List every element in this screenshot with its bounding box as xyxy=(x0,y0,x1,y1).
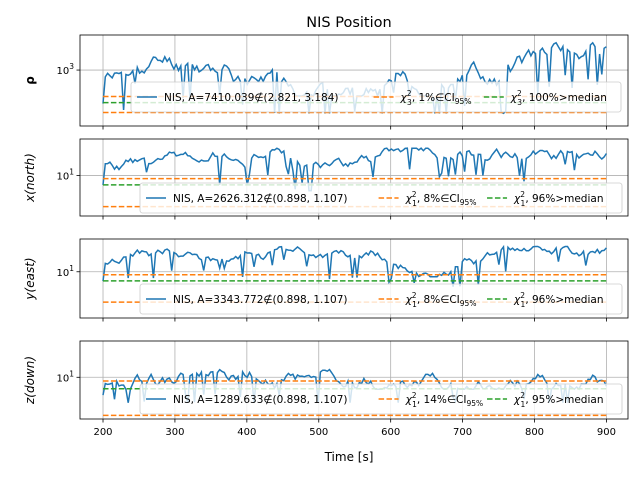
legend-ci-label: χ2 3, 1%∈CI95% xyxy=(400,89,472,107)
legend-ci-text: , 14%∈CI xyxy=(417,394,467,406)
legend-median-chi: χ xyxy=(513,294,521,306)
axes-frame xyxy=(79,34,629,127)
y-tick-base: 10 xyxy=(56,172,69,183)
legend-nis-label: NIS, A=2626.312∉(0.898, 1.107) xyxy=(173,193,348,205)
axes-frame xyxy=(79,238,629,319)
legend-ci-ci-sub: 95% xyxy=(460,299,477,308)
y-axis-label: x(north) xyxy=(23,153,37,203)
legend-median-sup: 2 xyxy=(520,291,525,300)
legend-median-label: χ2 1, 96%>median xyxy=(513,190,603,208)
x-tick-label: 200 xyxy=(93,427,112,438)
legend-median-sub: 1 xyxy=(521,400,526,409)
legend-ci-chi: χ xyxy=(405,394,413,406)
y-tick-base: 10 xyxy=(56,373,69,384)
y-tick-base: 10 xyxy=(56,268,69,279)
legend-median-sub: 1 xyxy=(521,300,526,309)
legend-ci-sub: 1 xyxy=(412,300,417,309)
y-tick-label: 103 xyxy=(56,62,74,77)
legend-ci-text: , 8%∈CI xyxy=(417,193,460,205)
y-tick-label: 101 xyxy=(56,369,74,384)
legend-ci-ci-sub: 95% xyxy=(466,399,483,408)
legend-ci-ci-sub: 95% xyxy=(460,198,477,207)
legend: NIS, A=2626.312∉(0.898, 1.107) χ2 1, 8%∈CI… xyxy=(139,182,623,214)
x-tick-label: 400 xyxy=(237,427,256,438)
y-tick-exponent: 1 xyxy=(69,369,74,378)
legend-median-text: , 96%>median xyxy=(525,294,603,306)
legend-median-label: χ2 3, 100%>median xyxy=(510,89,607,107)
legend-ci-chi: χ xyxy=(405,294,413,306)
legend-nis-label: NIS, A=7410.039∉(2.821, 3.184) xyxy=(164,92,339,104)
legend-ci-sub: 1 xyxy=(412,400,417,409)
legend-nis-label: NIS, A=1289.633∉(0.898, 1.107) xyxy=(173,394,348,406)
legend-ci-label: χ2 1, 8%∈CI95% xyxy=(405,291,477,309)
legend-median-text: , 95%>median xyxy=(525,394,603,406)
legend-ci-sub: 1 xyxy=(412,199,417,208)
x-tick-label: 500 xyxy=(309,427,328,438)
legend-ci-label: χ2 1, 8%∈CI95% xyxy=(405,190,477,208)
legend-ci-text: , 1%∈CI xyxy=(412,92,455,104)
x-tick-label: 700 xyxy=(453,427,472,438)
nis-series-line xyxy=(102,244,607,287)
x-axis-ticks: 200 300 400 500 600 700 800 900 xyxy=(93,427,616,438)
y-axis-label: z(down) xyxy=(23,356,37,405)
x-axis-label: Time [s] xyxy=(324,450,374,464)
legend-median-label: χ2 1, 95%>median xyxy=(513,391,603,409)
legend-median-chi: χ xyxy=(513,394,521,406)
y-tick-base: 10 xyxy=(56,66,69,77)
x-tick-label: 800 xyxy=(525,427,544,438)
x-tick-label: 600 xyxy=(381,427,400,438)
y-tick-exponent: 1 xyxy=(69,264,74,273)
y-tick-exponent: 1 xyxy=(69,168,74,177)
x-tick-label: 300 xyxy=(165,427,184,438)
legend-median-sup: 2 xyxy=(520,391,525,400)
y-axis-label: ρ xyxy=(23,76,37,85)
legend-ci-sup: 2 xyxy=(412,190,417,199)
legend: NIS, A=7410.039∉(2.821, 3.184) χ2 3, 1%∈CI… xyxy=(130,81,622,113)
y-tick-exponent: 3 xyxy=(69,62,74,71)
legend-ci-ci-sub: 95% xyxy=(455,97,472,106)
legend: NIS, A=3343.772∉(0.898, 1.107) χ2 1, 8%∈CI… xyxy=(139,283,623,315)
legend: NIS, A=1289.633∉(0.898, 1.107) χ2 1, 14%∈C… xyxy=(139,383,623,415)
legend-median-chi: χ xyxy=(510,92,518,104)
legend-ci-text: , 8%∈CI xyxy=(417,294,460,306)
legend-median-text: , 96%>median xyxy=(525,193,603,205)
legend-ci-sup: 2 xyxy=(412,391,417,400)
y-tick-label: 101 xyxy=(56,264,74,279)
legend-ci-sup: 2 xyxy=(407,89,412,98)
x-tick-label: 900 xyxy=(597,427,616,438)
legend-median-sub: 1 xyxy=(521,199,526,208)
legend-ci-chi: χ xyxy=(400,92,408,104)
legend-median-text: , 100%>median xyxy=(522,92,607,104)
y-axis-label: y(east) xyxy=(23,257,37,300)
axes-frame xyxy=(79,340,629,420)
legend-median-chi: χ xyxy=(513,193,521,205)
legend-median-sub: 3 xyxy=(517,98,522,107)
chart-title: NIS Position xyxy=(306,15,391,31)
nis-series-line xyxy=(102,147,608,192)
y-tick-label: 101 xyxy=(56,168,74,183)
legend-median-sup: 2 xyxy=(520,190,525,199)
legend-median-sup: 2 xyxy=(517,89,522,98)
legend-median-label: χ2 1, 96%>median xyxy=(513,291,603,309)
legend-ci-label: χ2 1, 14%∈CI95% xyxy=(405,391,484,409)
legend-ci-sup: 2 xyxy=(412,291,417,300)
legend-ci-sub: 3 xyxy=(407,98,412,107)
legend-nis-label: NIS, A=3343.772∉(0.898, 1.107) xyxy=(173,294,348,306)
axes-frame xyxy=(79,138,629,217)
legend-ci-chi: χ xyxy=(405,193,413,205)
